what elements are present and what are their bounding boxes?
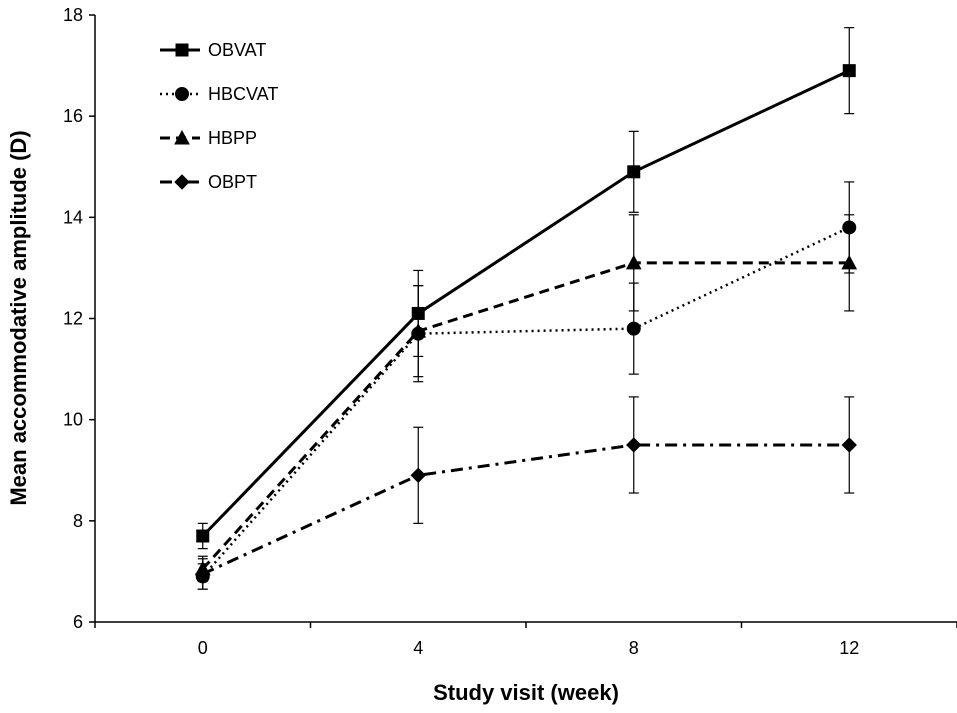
y-tick-label: 14 bbox=[63, 207, 83, 227]
series-line bbox=[201, 69, 850, 538]
x-tick-label: 4 bbox=[413, 638, 423, 658]
x-tick-label: 8 bbox=[629, 638, 639, 658]
series-line bbox=[202, 443, 850, 576]
axes bbox=[94, 15, 957, 623]
legend-label: OBPT bbox=[208, 172, 257, 192]
y-axis-title: Mean accommodative amplitude (D) bbox=[6, 130, 31, 505]
y-tick-label: 10 bbox=[63, 410, 83, 430]
data-point bbox=[842, 64, 856, 78]
y-ticks: 6 8 10 12 14 16 18 bbox=[63, 5, 95, 632]
y-tick-label: 8 bbox=[73, 511, 83, 531]
x-ticks: 0 4 8 12 bbox=[94, 622, 957, 658]
series-hbpp bbox=[194, 214, 858, 583]
data-point bbox=[410, 467, 426, 484]
legend: OBVAT HBCVAT HBPP OBPT bbox=[160, 40, 278, 192]
series-obpt bbox=[195, 396, 857, 590]
x-axis-title: Study visit (week) bbox=[433, 680, 619, 705]
legend-label: HBPP bbox=[208, 128, 257, 148]
data-point bbox=[841, 437, 857, 453]
data-point bbox=[627, 165, 641, 179]
x-tick-label: 0 bbox=[198, 638, 208, 658]
legend-marker bbox=[174, 129, 190, 145]
y-tick-label: 6 bbox=[73, 612, 83, 632]
data-point bbox=[841, 254, 858, 270]
legend-item: HBCVAT bbox=[160, 84, 278, 104]
y-tick-label: 12 bbox=[63, 309, 83, 329]
data-point bbox=[625, 254, 642, 270]
legend-item: OBPT bbox=[160, 172, 257, 192]
series-line bbox=[201, 261, 850, 570]
data-point bbox=[195, 566, 211, 582]
legend-item: HBPP bbox=[160, 128, 257, 148]
legend-item: OBVAT bbox=[160, 40, 266, 60]
legend-marker bbox=[175, 87, 189, 101]
y-tick-label: 16 bbox=[63, 106, 83, 126]
series-obvat bbox=[196, 27, 856, 550]
legend-label: HBCVAT bbox=[208, 84, 278, 104]
y-tick-label: 18 bbox=[63, 5, 83, 25]
legend-marker bbox=[175, 43, 189, 57]
data-point bbox=[196, 529, 210, 543]
legend-marker bbox=[174, 174, 190, 190]
data-point bbox=[626, 437, 642, 453]
series-layer bbox=[194, 27, 858, 590]
x-tick-label: 12 bbox=[839, 638, 859, 658]
legend-label: OBVAT bbox=[208, 40, 266, 60]
data-point bbox=[626, 321, 641, 336]
series-line bbox=[201, 226, 850, 578]
data-point bbox=[410, 323, 427, 338]
